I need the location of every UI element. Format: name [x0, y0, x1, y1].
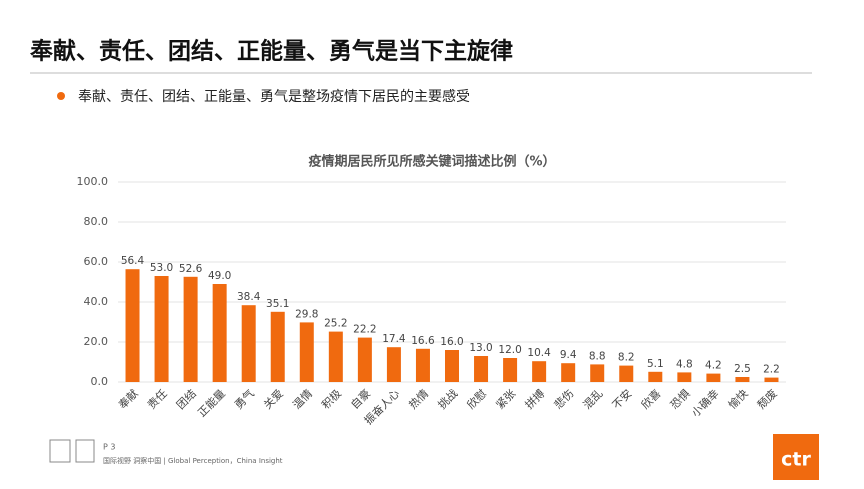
value-label: 16.0 — [440, 336, 463, 348]
y-tick-label: 20.0 — [84, 335, 109, 348]
brand-logo-text: ctr — [781, 449, 811, 471]
y-tick-label: 0.0 — [91, 375, 109, 388]
slide-title: 奉献、责任、团结、正能量、勇气是当下主旋律 — [29, 38, 513, 65]
footer-logo — [75, 439, 95, 463]
bar — [386, 347, 401, 382]
value-label: 35.1 — [266, 298, 289, 310]
x-tick-label: 关爱 — [261, 386, 286, 411]
value-label: 8.2 — [618, 352, 635, 364]
y-tick-label: 60.0 — [84, 255, 109, 268]
x-tick-label: 奉献 — [115, 386, 140, 411]
value-label: 9.4 — [560, 349, 577, 361]
value-label: 10.4 — [527, 347, 551, 359]
y-tick-label: 100.0 — [77, 175, 109, 188]
value-label: 17.4 — [382, 333, 406, 345]
value-label: 16.6 — [411, 335, 435, 347]
chart-title: 疫情期居民所见所感关键词描述比例（%） — [308, 154, 555, 170]
value-label: 8.8 — [589, 350, 606, 362]
x-tick-label: 不安 — [609, 386, 634, 411]
x-tick-label: 紧张 — [494, 387, 519, 412]
footer-logo — [49, 439, 71, 463]
x-tick-label: 热情 — [406, 387, 431, 412]
x-tick-label: 欣喜 — [638, 386, 663, 411]
value-label: 56.4 — [121, 255, 145, 267]
x-tick-label: 温情 — [290, 387, 315, 412]
bar — [706, 373, 721, 382]
bar — [299, 322, 314, 382]
bar — [561, 363, 576, 382]
bar — [241, 305, 256, 382]
bar — [357, 337, 372, 382]
x-tick-label: 恐惧 — [667, 386, 692, 411]
value-label: 53.0 — [150, 262, 173, 274]
page-number: P 3 — [103, 443, 115, 452]
bar — [590, 364, 605, 382]
value-label: 52.6 — [179, 263, 203, 275]
x-tick-label: 颓废 — [754, 386, 779, 411]
bar — [735, 377, 750, 382]
x-tick-label: 勇气 — [231, 386, 256, 411]
x-tick-label: 挑战 — [435, 386, 460, 411]
bar — [677, 372, 692, 382]
bullet-dot — [57, 92, 65, 100]
y-tick-label: 40.0 — [84, 295, 109, 308]
value-label: 29.8 — [295, 308, 318, 320]
value-label: 12.0 — [498, 344, 521, 356]
bar — [270, 311, 285, 382]
x-tick-label: 悲伤 — [551, 386, 576, 411]
bar — [125, 269, 140, 382]
bar — [183, 276, 198, 382]
x-tick-label: 小确幸 — [689, 387, 722, 420]
x-tick-label: 团结 — [174, 387, 199, 412]
value-label: 2.5 — [734, 363, 751, 375]
bar — [212, 284, 227, 382]
value-label: 49.0 — [208, 270, 231, 282]
x-tick-label: 混乱 — [581, 387, 606, 412]
bar — [154, 276, 169, 382]
x-tick-label: 愉快 — [725, 386, 750, 411]
value-label: 25.2 — [324, 318, 347, 330]
value-label: 4.8 — [676, 358, 693, 370]
x-tick-label: 拼搏 — [522, 386, 547, 411]
x-tick-label: 责任 — [145, 387, 170, 412]
bar — [415, 348, 430, 382]
bar — [764, 377, 779, 382]
footer-slogan: 国际视野 洞察中国 | Global Perception，China Insi… — [103, 456, 283, 465]
x-tick-label: 欣慰 — [464, 386, 489, 411]
x-tick-label: 积极 — [319, 386, 344, 411]
x-tick-label: 正能量 — [195, 386, 228, 419]
bullet-text: 奉献、责任、团结、正能量、勇气是整场疫情下居民的主要感受 — [78, 88, 470, 105]
bar — [648, 371, 663, 382]
value-label: 22.2 — [353, 324, 376, 336]
x-tick-label: 自豪 — [348, 386, 373, 411]
value-label: 38.4 — [237, 291, 261, 303]
brand-logo — [773, 434, 819, 480]
value-label: 4.2 — [705, 360, 722, 372]
bar — [532, 361, 547, 382]
value-label: 2.2 — [763, 364, 780, 376]
bar — [474, 356, 489, 382]
bar — [445, 350, 459, 382]
bar — [619, 365, 634, 382]
y-tick-label: 80.0 — [84, 215, 109, 228]
value-label: 5.1 — [647, 358, 664, 370]
bar — [328, 331, 343, 382]
bar — [503, 358, 518, 382]
value-label: 13.0 — [469, 342, 492, 354]
